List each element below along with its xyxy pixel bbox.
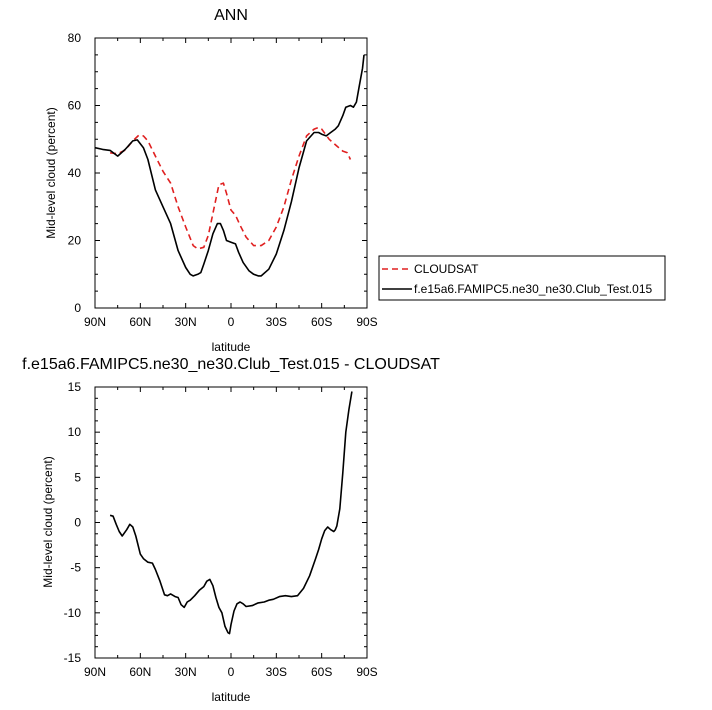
bottom-y-tick-label: -5 bbox=[70, 561, 81, 575]
legend-label-model: f.e15a6.FAMIPC5.ne30_ne30.Club_Test.015 bbox=[414, 282, 652, 296]
top-series-line-2 bbox=[94, 54, 365, 277]
top-x-axis-label: latitude bbox=[212, 340, 251, 354]
bottom-x-axis-label: latitude bbox=[212, 690, 251, 704]
top-y-tick-label: 0 bbox=[74, 301, 81, 315]
bottom-y-tick-label: 10 bbox=[68, 425, 82, 439]
top-y-axis-label: Mid-level cloud (percent) bbox=[44, 107, 58, 238]
bottom-plot-frame bbox=[94, 386, 368, 659]
top-x-tick-label: 60S bbox=[311, 315, 332, 329]
top-series-group bbox=[94, 54, 365, 277]
legend-box bbox=[378, 255, 666, 301]
bottom-x-tick-label: 30S bbox=[266, 665, 287, 679]
top-y-tick-label: 60 bbox=[68, 99, 82, 113]
bottom-x-tick-label: 30N bbox=[175, 665, 197, 679]
top-x-tick-label: 90S bbox=[356, 315, 377, 329]
bottom-series-group bbox=[109, 391, 353, 635]
bottom-x-tick-label: 90N bbox=[84, 665, 106, 679]
top-x-tick-label: 60N bbox=[129, 315, 151, 329]
bottom-y-tick-label: 5 bbox=[74, 470, 81, 484]
legend-label-cloudsat: CLOUDSAT bbox=[414, 262, 479, 276]
top-y-tick-label: 40 bbox=[68, 166, 82, 180]
top-series-line-1 bbox=[109, 126, 352, 250]
top-x-tick-label: 90N bbox=[84, 315, 106, 329]
bottom-x-tick-label: 0 bbox=[228, 665, 235, 679]
bottom-chart-title: f.e15a6.FAMIPC5.ne30_ne30.Club_Test.015 … bbox=[22, 356, 440, 373]
top-y-tick-label: 20 bbox=[68, 234, 82, 248]
bottom-x-tick-label: 60S bbox=[311, 665, 332, 679]
top-chart-title: ANN bbox=[214, 7, 248, 24]
bottom-series-line-1 bbox=[109, 391, 353, 635]
top-x-tick-label: 30S bbox=[266, 315, 287, 329]
top-x-tick-label: 30N bbox=[175, 315, 197, 329]
top-panel: ANN 90N 60N 30N 0 30S 60S 90S 0 20 40 60 80 latitud… bbox=[44, 7, 378, 354]
bottom-y-axis-label: Mid-level cloud (percent) bbox=[41, 456, 55, 587]
top-plot-frame bbox=[94, 37, 368, 309]
bottom-x-tick-label: 90S bbox=[356, 665, 377, 679]
legend: CLOUDSAT f.e15a6.FAMIPC5.ne30_ne30.Club_… bbox=[378, 255, 666, 301]
top-axes: 90N 60N 30N 0 30S 60S 90S 0 20 40 60 80 bbox=[68, 31, 378, 329]
top-x-tick-label: 0 bbox=[228, 315, 235, 329]
bottom-y-tick-label: -15 bbox=[64, 651, 82, 665]
bottom-x-tick-label: 60N bbox=[129, 665, 151, 679]
bottom-y-tick-label: -10 bbox=[64, 606, 82, 620]
bottom-axes: 90N 60N 30N 0 30S 60S 90S -15 -10 -5 0 5 10 15 bbox=[64, 380, 378, 679]
top-y-tick-label: 80 bbox=[68, 31, 82, 45]
bottom-y-tick-label: 0 bbox=[74, 516, 81, 530]
bottom-y-tick-label: 15 bbox=[68, 380, 82, 394]
bottom-panel: f.e15a6.FAMIPC5.ne30_ne30.Club_Test.015 … bbox=[22, 356, 440, 704]
